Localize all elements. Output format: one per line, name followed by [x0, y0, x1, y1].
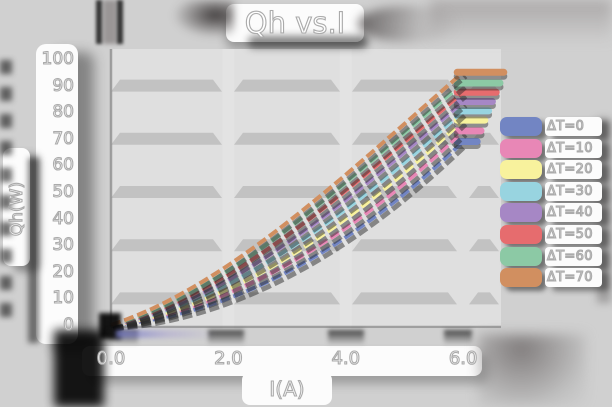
x-tick-panel: [82, 346, 482, 376]
legend-item: ΔT=40: [500, 203, 602, 223]
x-axis-label: I(A): [269, 376, 305, 401]
x-tick-label: 2.0: [214, 348, 244, 369]
legend-swatch: [500, 117, 542, 136]
legend-item: ΔT=20: [500, 160, 602, 180]
legend-swatch: [500, 246, 542, 266]
x-axis-label-panel: [242, 372, 332, 405]
y-tick-label: 10: [52, 288, 75, 309]
y-tick-label: 60: [52, 155, 75, 176]
legend-label-panel: ΔT=20: [545, 160, 602, 180]
shadow-artifact: [358, 6, 458, 42]
series-shadow-0: [113, 143, 468, 332]
legend-label: ΔT=70: [546, 270, 593, 286]
legend-label-panel: ΔT=70: [545, 268, 602, 288]
legend-item: ΔT=0: [500, 117, 602, 136]
y-tick-label: 30: [52, 235, 75, 256]
legend-label: ΔT=60: [546, 248, 593, 264]
legend-label-panel: ΔT=50: [545, 224, 602, 244]
y-tick-label: 90: [52, 75, 75, 96]
v-gridline: [222, 49, 235, 329]
gridline-band: [234, 132, 340, 145]
legend-label: ΔT=20: [546, 162, 593, 178]
y-tick-label: 50: [52, 181, 75, 202]
shadow-artifact: [172, 0, 234, 38]
y-tick-label: 70: [52, 128, 75, 149]
legend-label-panel: ΔT=40: [545, 203, 602, 223]
legend-swatch: [500, 138, 542, 158]
gridline-band: [234, 186, 340, 198]
gridline-band: [469, 186, 499, 198]
gridline-band: [111, 79, 222, 92]
plot-area: [109, 49, 508, 332]
shadow-artifact: [103, 0, 117, 44]
x-tick-label: 0.0: [96, 348, 126, 369]
legend-label: ΔT=50: [546, 226, 593, 242]
legend-label-panel: ΔT=60: [545, 246, 602, 266]
shadow-artifact: [96, 0, 102, 44]
legend-item: ΔT=60: [500, 246, 602, 266]
gridline-band: [352, 239, 457, 252]
y-tick-label: 40: [52, 208, 75, 229]
series-shadow-2: [113, 122, 468, 332]
y-axis-label: Qh(W): [6, 181, 27, 237]
y-tick-label: 80: [52, 102, 75, 123]
legend-swatch: [500, 160, 542, 180]
legend: ΔT=0 ΔT=10 ΔT=20 ΔT=30 ΔT=40 ΔT=50 ΔT=60 ΔT=70: [500, 117, 602, 290]
legend-label-panel: ΔT=30: [545, 181, 602, 201]
gridline-band: [352, 292, 457, 305]
legend-item: ΔT=70: [500, 268, 602, 288]
gridline-band: [111, 186, 222, 198]
title-panel: [226, 4, 364, 42]
legend-label: ΔT=10: [546, 140, 593, 156]
legend-item: ΔT=50: [500, 224, 602, 244]
gridline-band: [234, 79, 340, 92]
legend-swatch: [500, 203, 542, 223]
series-line-7: [110, 70, 465, 327]
y-tick-label: 0: [63, 314, 75, 335]
legend-item: ΔT=10: [500, 138, 602, 158]
series-shadow-6: [112, 85, 468, 332]
series-shadow-7: [112, 74, 468, 332]
gridline-band: [234, 292, 340, 305]
x-tick-label: 4.0: [331, 348, 361, 369]
x-tick-label: 6.0: [448, 348, 478, 369]
chart-title: Qh vs.I: [244, 5, 346, 40]
legend-swatch: [500, 268, 542, 288]
legend-swatch: [500, 224, 542, 244]
y-tick-panel: [36, 44, 78, 344]
legend-swatch: [500, 181, 542, 201]
legend-label: ΔT=30: [546, 183, 593, 199]
y-tick-label: 20: [52, 261, 75, 282]
gridline-band: [111, 239, 222, 252]
legend-label-panel: ΔT=0: [545, 117, 602, 136]
shadow-artifact: [117, 0, 123, 44]
shadow-artifact: [430, 0, 612, 44]
gridline-band: [469, 239, 499, 252]
gridline-band: [352, 79, 457, 92]
legend-label: ΔT=0: [546, 118, 585, 134]
gridline-band: [111, 132, 222, 145]
y-tick-label: 100: [41, 48, 75, 69]
legend-label-panel: ΔT=10: [545, 138, 602, 158]
legend-label: ΔT=40: [546, 205, 593, 221]
gridline-band: [469, 292, 499, 305]
legend-item: ΔT=30: [500, 181, 602, 201]
